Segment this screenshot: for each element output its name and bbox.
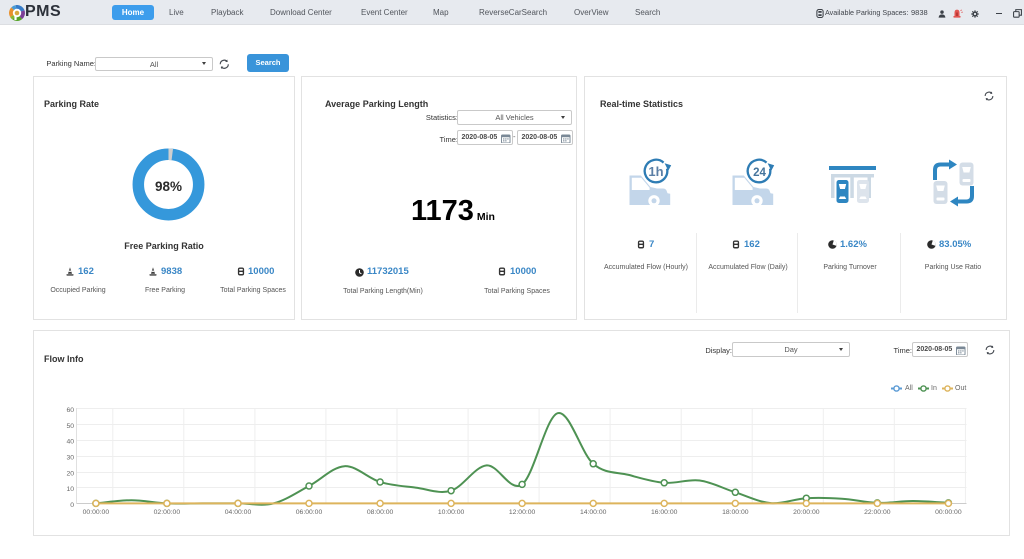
svg-text:30: 30 bbox=[66, 454, 74, 461]
svg-text:50: 50 bbox=[66, 423, 74, 430]
svg-text:00:00:00: 00:00:00 bbox=[83, 509, 110, 516]
svg-text:00:00:00: 00:00:00 bbox=[935, 509, 962, 516]
svg-text:12:00:00: 12:00:00 bbox=[509, 509, 536, 516]
svg-text:24: 24 bbox=[753, 167, 766, 179]
svg-text:08:00:00: 08:00:00 bbox=[367, 509, 394, 516]
svg-text:18:00:00: 18:00:00 bbox=[722, 509, 749, 516]
svg-text:10: 10 bbox=[66, 486, 74, 493]
svg-text:1h: 1h bbox=[648, 164, 663, 179]
svg-text:20: 20 bbox=[66, 470, 74, 477]
svg-text:40: 40 bbox=[66, 439, 74, 446]
svg-text:10:00:00: 10:00:00 bbox=[438, 509, 465, 516]
svg-text:22:00:00: 22:00:00 bbox=[864, 509, 891, 516]
svg-text:14:00:00: 14:00:00 bbox=[580, 509, 607, 516]
svg-text:60: 60 bbox=[66, 407, 74, 414]
svg-text:06:00:00: 06:00:00 bbox=[296, 509, 323, 516]
svg-text:04:00:00: 04:00:00 bbox=[225, 509, 252, 516]
svg-text:0: 0 bbox=[70, 502, 74, 509]
svg-text:20:00:00: 20:00:00 bbox=[793, 509, 820, 516]
svg-text:16:00:00: 16:00:00 bbox=[651, 509, 678, 516]
svg-text:02:00:00: 02:00:00 bbox=[154, 509, 181, 516]
